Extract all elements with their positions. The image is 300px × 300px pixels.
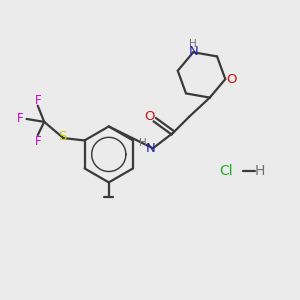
Text: S: S: [58, 130, 66, 143]
Text: H: H: [139, 138, 146, 148]
Text: F: F: [34, 134, 41, 148]
Text: Cl: Cl: [220, 164, 233, 178]
Text: H: H: [254, 164, 265, 178]
Text: N: N: [146, 142, 155, 155]
Text: O: O: [144, 110, 155, 123]
Text: N: N: [188, 45, 198, 58]
Text: F: F: [17, 112, 23, 125]
Text: H: H: [189, 39, 197, 49]
Text: F: F: [34, 94, 41, 107]
Text: O: O: [226, 73, 237, 85]
